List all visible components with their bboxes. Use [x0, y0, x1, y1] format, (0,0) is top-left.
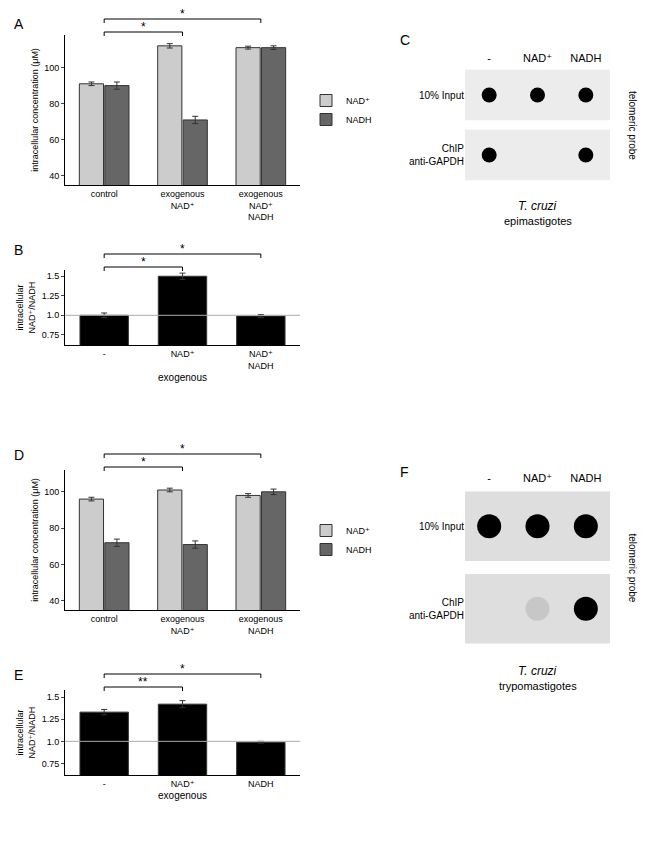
svg-text:C: C: [400, 32, 410, 48]
svg-text:ChIPanti-GAPDH: ChIPanti-GAPDH: [409, 143, 464, 167]
svg-text:NADH: NADH: [570, 52, 601, 64]
svg-text:intracellularNAD⁺/NADH: intracellularNAD⁺/NADH: [15, 707, 37, 759]
svg-text:NADH: NADH: [346, 545, 372, 555]
svg-text:NAD⁺: NAD⁺: [523, 472, 552, 484]
svg-text:*: *: [141, 455, 146, 469]
svg-text:NAD⁺: NAD⁺: [346, 96, 370, 106]
svg-text:NAD⁺: NAD⁺: [523, 52, 552, 64]
svg-text:-: -: [103, 779, 106, 789]
svg-text:exogenousNAD⁺: exogenousNAD⁺: [160, 614, 205, 636]
svg-text:intracellular concentration (μ: intracellular concentration (μM): [30, 478, 40, 602]
svg-text:**: **: [138, 675, 148, 689]
svg-text:1.5: 1.5: [47, 692, 60, 702]
svg-text:F: F: [400, 464, 409, 480]
svg-text:60: 60: [49, 560, 59, 570]
svg-text:80: 80: [49, 99, 59, 109]
svg-text:exogenousNADH: exogenousNADH: [239, 614, 284, 636]
svg-text:*: *: [180, 7, 185, 21]
svg-text:10% Input: 10% Input: [419, 521, 464, 532]
svg-text:-: -: [103, 349, 106, 359]
svg-text:NADH: NADH: [570, 472, 601, 484]
svg-text:NAD⁺: NAD⁺: [171, 779, 195, 789]
svg-text:D: D: [14, 447, 24, 463]
svg-text:NAD⁺: NAD⁺: [346, 526, 370, 536]
svg-text:NADH: NADH: [346, 115, 372, 125]
svg-text:-: -: [487, 472, 491, 484]
svg-text:E: E: [14, 667, 23, 683]
svg-text:epimastigotes: epimastigotes: [504, 215, 572, 227]
svg-text:T. cruzi: T. cruzi: [518, 664, 557, 678]
svg-text:80: 80: [49, 523, 59, 533]
svg-text:NAD⁺: NAD⁺: [171, 349, 195, 359]
svg-text:10% Input: 10% Input: [419, 90, 464, 101]
svg-text:1.0: 1.0: [47, 737, 60, 747]
svg-text:60: 60: [49, 135, 59, 145]
svg-text:B: B: [14, 242, 23, 258]
svg-text:NAD⁺NADH: NAD⁺NADH: [248, 349, 274, 371]
svg-text:*: *: [180, 242, 185, 256]
svg-text:*: *: [141, 20, 146, 34]
svg-text:1.25: 1.25: [42, 291, 60, 301]
svg-text:ChIPanti-GAPDH: ChIPanti-GAPDH: [409, 597, 464, 621]
svg-text:1.25: 1.25: [42, 714, 60, 724]
svg-text:A: A: [14, 16, 24, 32]
svg-text:0.75: 0.75: [42, 759, 60, 769]
svg-text:exogenousNAD⁺: exogenousNAD⁺: [160, 189, 205, 211]
svg-text:T. cruzi: T. cruzi: [518, 199, 557, 213]
svg-text:control: control: [91, 614, 118, 624]
svg-text:1.5: 1.5: [47, 271, 60, 281]
svg-text:*: *: [180, 662, 185, 676]
svg-text:1.0: 1.0: [47, 310, 60, 320]
svg-text:NADH: NADH: [248, 779, 274, 789]
svg-text:exogenous: exogenous: [158, 372, 207, 383]
svg-text:0.75: 0.75: [42, 330, 60, 340]
svg-text:telomeric probe: telomeric probe: [627, 534, 638, 603]
svg-text:intracellular concentration (μ: intracellular concentration (μM): [30, 48, 40, 172]
svg-text:*: *: [141, 255, 146, 269]
svg-text:-: -: [487, 52, 491, 64]
svg-text:telomeric probe: telomeric probe: [627, 91, 638, 160]
svg-text:100: 100: [44, 487, 59, 497]
svg-text:100: 100: [44, 63, 59, 73]
svg-text:trypomastigotes: trypomastigotes: [499, 680, 577, 692]
svg-text:40: 40: [49, 171, 59, 181]
svg-text:40: 40: [49, 596, 59, 606]
svg-text:intracellularNAD⁺/NADH: intracellularNAD⁺/NADH: [15, 282, 37, 334]
svg-text:control: control: [91, 189, 118, 199]
svg-text:*: *: [180, 442, 185, 456]
svg-text:exogenousNAD⁺NADH: exogenousNAD⁺NADH: [239, 189, 284, 222]
svg-text:exogenous: exogenous: [158, 790, 207, 801]
